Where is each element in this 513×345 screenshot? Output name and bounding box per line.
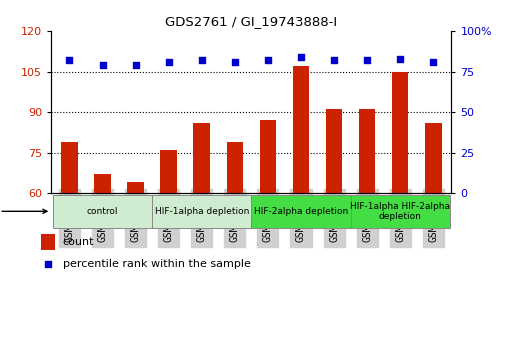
Bar	[161, 150, 177, 193]
Text: HIF-2alpha depletion: HIF-2alpha depletion	[254, 207, 348, 216]
Bar	[41, 234, 55, 250]
Bar	[350, 195, 450, 228]
Point	[297, 54, 305, 60]
Text: control: control	[87, 207, 119, 216]
Point	[98, 62, 107, 68]
Text: protocol: protocol	[0, 206, 47, 216]
Bar	[152, 195, 251, 228]
Point	[198, 58, 206, 63]
Bar	[127, 183, 144, 193]
Point	[330, 58, 338, 63]
Bar	[260, 120, 276, 193]
Bar	[227, 142, 243, 193]
Point	[44, 262, 52, 267]
Bar	[251, 195, 350, 228]
Bar	[193, 123, 210, 193]
Point	[131, 62, 140, 68]
Point	[396, 56, 404, 61]
Bar	[392, 71, 408, 193]
Text: percentile rank within the sample: percentile rank within the sample	[63, 259, 250, 269]
Bar	[53, 195, 152, 228]
Point	[165, 59, 173, 65]
Point	[65, 58, 73, 63]
Bar	[326, 109, 342, 193]
Bar	[94, 174, 111, 193]
Text: HIF-1alpha HIF-2alpha
depletion: HIF-1alpha HIF-2alpha depletion	[350, 201, 450, 221]
Title: GDS2761 / GI_19743888-I: GDS2761 / GI_19743888-I	[165, 16, 338, 29]
Point	[231, 59, 239, 65]
Point	[264, 58, 272, 63]
Point	[363, 58, 371, 63]
Point	[429, 59, 438, 65]
Bar	[359, 109, 376, 193]
Bar	[61, 142, 78, 193]
Text: count: count	[63, 237, 94, 247]
Text: HIF-1alpha depletion: HIF-1alpha depletion	[154, 207, 249, 216]
Bar	[293, 66, 309, 193]
Bar	[425, 123, 442, 193]
